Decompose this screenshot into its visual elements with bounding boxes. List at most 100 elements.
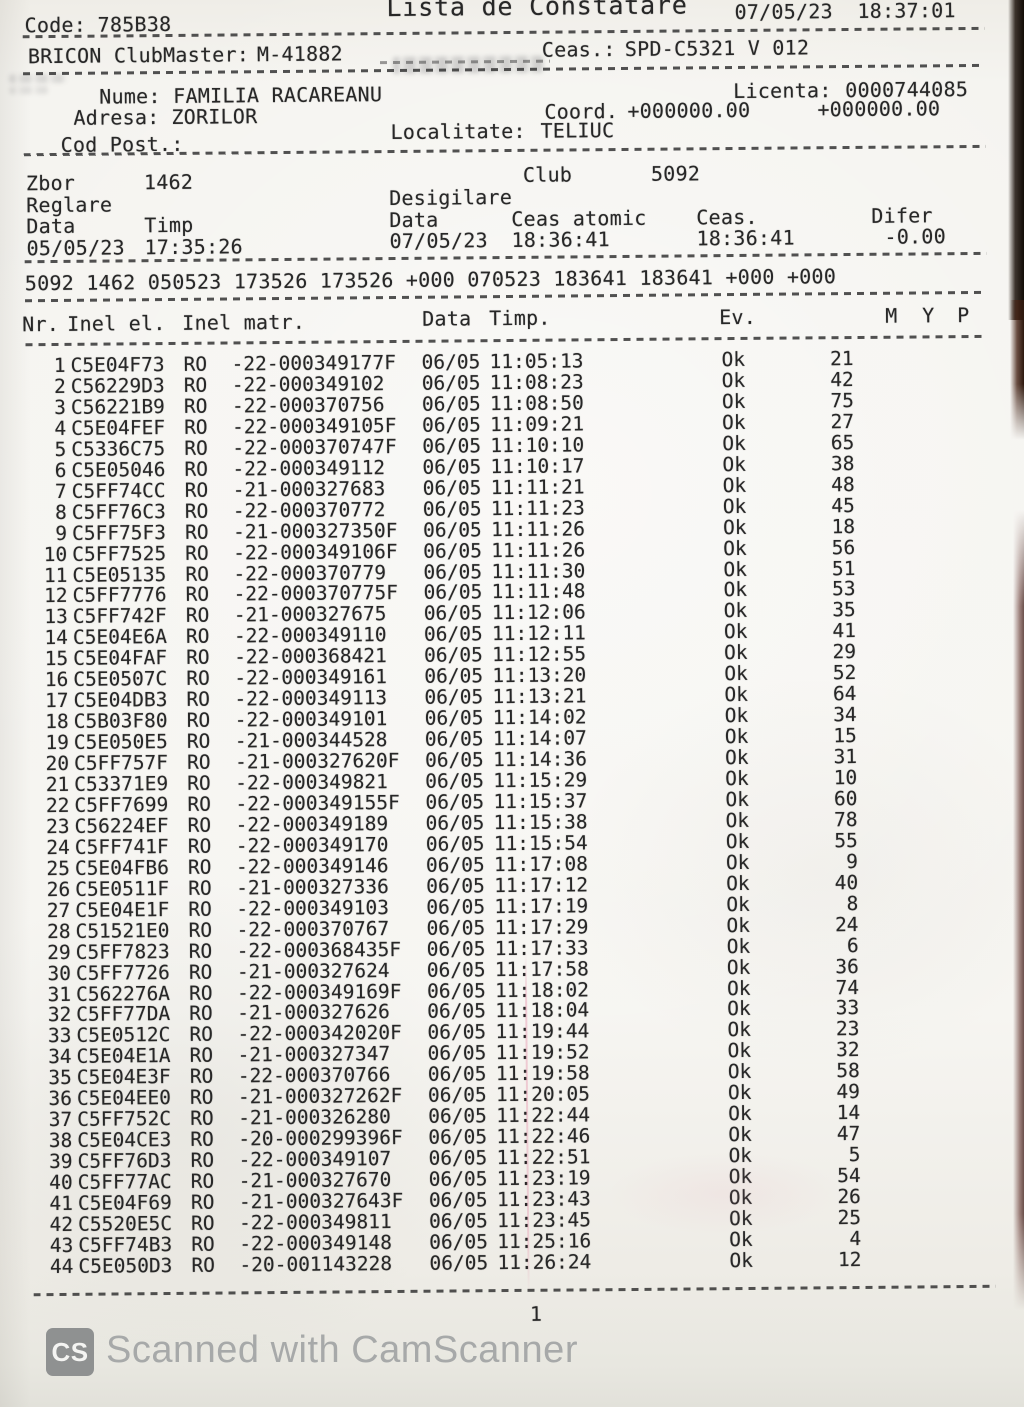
row-date: 06/05 bbox=[423, 601, 483, 626]
row-nr: 2 bbox=[53, 374, 66, 398]
row-nr: 20 bbox=[45, 751, 70, 776]
row-event: Ok bbox=[724, 745, 749, 770]
row-nr: 9 bbox=[55, 521, 68, 545]
row-m-value: 40 bbox=[834, 870, 859, 894]
row-country: RO bbox=[184, 499, 209, 523]
row-date: 06/05 bbox=[424, 727, 484, 751]
row-nr: 33 bbox=[47, 1024, 72, 1048]
row-event: Ok bbox=[724, 662, 748, 686]
row-country: RO bbox=[188, 897, 212, 921]
row-event: Ok bbox=[726, 976, 751, 1000]
row-event: Ok bbox=[727, 997, 751, 1021]
row-event: Ok bbox=[721, 368, 746, 393]
row-m-value: 41 bbox=[832, 619, 857, 643]
zbor-value: 1462 bbox=[143, 169, 194, 195]
row-date: 06/05 bbox=[426, 957, 486, 982]
row-m-value: 75 bbox=[830, 388, 855, 413]
row-m-value: 31 bbox=[833, 745, 858, 769]
row-event: Ok bbox=[722, 515, 747, 539]
row-nr: 36 bbox=[48, 1087, 73, 1111]
row-time: 11:26:24 bbox=[497, 1250, 592, 1274]
row-date: 06/05 bbox=[427, 999, 487, 1024]
localitate-value: TELIUC bbox=[540, 118, 615, 143]
row-event: Ok bbox=[725, 829, 750, 853]
row-m-value: 48 bbox=[831, 472, 855, 496]
row-event: Ok bbox=[724, 725, 749, 749]
row-m-value: 56 bbox=[831, 535, 856, 559]
row-m-value: 53 bbox=[831, 577, 856, 601]
reglare-data-label: Data bbox=[26, 213, 76, 239]
camscanner-watermark-text: Scanned with CamScanner bbox=[106, 1329, 578, 1371]
row-event: Ok bbox=[723, 599, 748, 623]
row-event: Ok bbox=[728, 1102, 752, 1126]
row-date: 06/05 bbox=[427, 1083, 487, 1108]
row-nr: 29 bbox=[47, 940, 71, 964]
row-nr: 10 bbox=[43, 542, 68, 566]
row-nr: 27 bbox=[46, 898, 71, 922]
row-country: RO bbox=[184, 520, 209, 544]
row-date: 06/05 bbox=[426, 915, 486, 940]
row-date: 06/05 bbox=[422, 496, 482, 521]
coord-value-2: +000000.00 bbox=[817, 96, 941, 122]
device-label: BRICON ClubMaster: bbox=[27, 42, 250, 69]
device-value: M-41882 bbox=[256, 41, 344, 67]
code-label: Code: bbox=[24, 12, 87, 38]
row-nr: 24 bbox=[46, 835, 70, 859]
row-m-value: 9 bbox=[846, 849, 859, 873]
paper-stain bbox=[594, 1137, 856, 1250]
row-m-value: 51 bbox=[831, 556, 856, 580]
row-date: 06/05 bbox=[421, 371, 481, 395]
row-country: RO bbox=[185, 541, 209, 565]
row-m-value: 45 bbox=[831, 493, 855, 517]
row-country: RO bbox=[185, 604, 210, 628]
row-nr: 32 bbox=[47, 1003, 72, 1027]
col-header-inel-matr: Inel matr. bbox=[182, 309, 306, 335]
row-m-value: 27 bbox=[830, 409, 855, 434]
row-date: 06/05 bbox=[427, 1062, 487, 1087]
row-date: 06/05 bbox=[422, 413, 481, 437]
clock-label: Ceas.: bbox=[541, 37, 616, 62]
adresa-value: ZORILOR bbox=[171, 104, 258, 129]
row-country: RO bbox=[185, 583, 210, 607]
camscanner-logo-icon: CS bbox=[46, 1328, 94, 1376]
row-nr: 43 bbox=[49, 1233, 74, 1257]
row-date: 06/05 bbox=[424, 685, 484, 709]
col-header-ev: Ev. bbox=[719, 304, 757, 330]
row-event: Ok bbox=[727, 1018, 751, 1042]
row-m-value: 58 bbox=[836, 1059, 860, 1083]
row-nr: 14 bbox=[44, 626, 69, 650]
row-nr: 35 bbox=[48, 1066, 72, 1090]
row-event: Ok bbox=[722, 431, 746, 455]
row-date: 06/05 bbox=[424, 706, 484, 730]
clock-value: SPD-C5321 V 012 bbox=[624, 35, 810, 61]
coord-value-1: +000000.00 bbox=[627, 97, 751, 123]
row-country: RO bbox=[189, 1043, 214, 1068]
row-nr: 4 bbox=[54, 416, 67, 440]
row-event: Ok bbox=[723, 620, 748, 644]
row-nr: 31 bbox=[47, 982, 72, 1006]
row-date: 06/05 bbox=[426, 936, 486, 961]
col-header-nr: Nr. bbox=[22, 311, 60, 337]
row-m-value: 6 bbox=[846, 933, 859, 957]
row-ring-matr: -20-001143228 bbox=[239, 1251, 393, 1277]
row-date: 06/05 bbox=[425, 769, 485, 793]
row-event: Ok bbox=[726, 913, 751, 937]
row-country: RO bbox=[186, 666, 210, 691]
localitate-label: Localitate: bbox=[390, 118, 526, 145]
row-country: RO bbox=[183, 352, 208, 376]
row-nr: 41 bbox=[49, 1191, 73, 1216]
club-label: Club bbox=[522, 162, 573, 187]
row-event: Ok bbox=[724, 704, 749, 728]
row-nr: 38 bbox=[48, 1128, 73, 1153]
row-country: RO bbox=[187, 834, 212, 858]
row-date: 06/05 bbox=[429, 1251, 489, 1275]
page-title: Lista de Constatare bbox=[386, 0, 688, 23]
row-nr: 16 bbox=[44, 668, 69, 692]
row-country: RO bbox=[184, 415, 208, 439]
desigilare-label: Desigilare bbox=[389, 184, 513, 211]
row-date: 06/05 bbox=[425, 811, 485, 835]
row-m-value: 38 bbox=[830, 451, 855, 475]
row-date: 06/05 bbox=[428, 1125, 488, 1149]
row-date: 06/05 bbox=[425, 832, 485, 856]
